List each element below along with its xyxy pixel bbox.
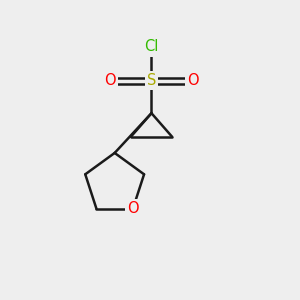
Text: O: O bbox=[187, 73, 199, 88]
Text: O: O bbox=[127, 201, 139, 216]
Text: O: O bbox=[104, 73, 116, 88]
Text: Cl: Cl bbox=[144, 39, 159, 54]
Text: S: S bbox=[147, 73, 156, 88]
